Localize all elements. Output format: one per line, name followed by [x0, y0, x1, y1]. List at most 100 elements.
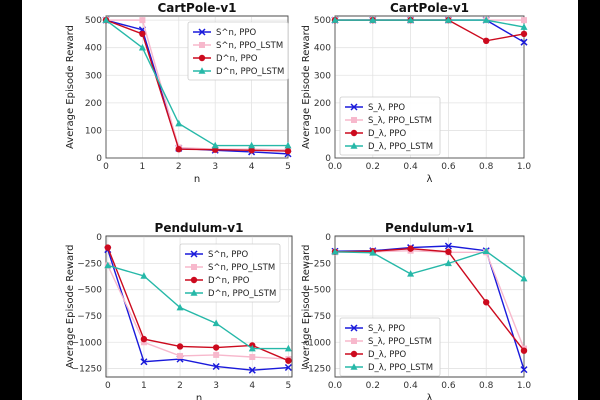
panel-1-ytick-0: 0 [96, 154, 102, 164]
panel-1-xtick-3: 3 [212, 162, 218, 172]
panel-4-ytick-5: −1250 [301, 365, 332, 375]
panel-4-xtick-3: 0.6 [441, 381, 456, 391]
panel-1-series-4-point-4 [211, 141, 219, 149]
panel-2-series-4-point-2 [369, 16, 377, 23]
panel-4-series-3-point-3 [407, 245, 414, 252]
panel-2-legend-label-3: D_λ, PPO [368, 129, 406, 139]
panel-3-legend-label-2: S^n, PPO_LSTM [208, 263, 275, 273]
panel-1-xtick-2: 2 [176, 162, 182, 172]
panel-2-xtick-0: 0.0 [328, 162, 343, 172]
panel-3-series-2-line [107, 265, 289, 360]
panel-3-xtick-3: 3 [213, 381, 219, 391]
panel-3-series-4-point-2 [140, 272, 148, 279]
panel-1-xtick-0: 0 [103, 162, 109, 172]
panel-4-legend-label-4: D_λ, PPO_LSTM [368, 363, 433, 373]
panel-3-legend-marker-3 [190, 276, 198, 284]
panel-4-xtick-2: 0.4 [403, 381, 418, 391]
panel-1-ylabel: Average Episode Reward [65, 25, 76, 149]
left-frame-bar [0, 0, 22, 400]
panel-4-series-3-point-5 [483, 299, 490, 306]
panel-2-series-1-point-6-b [520, 38, 528, 46]
panel-4-series-1-point-4 [444, 242, 452, 250]
panel-4: 0.0 0.2 0.4 0.6 0.8 1.0 0 −250 −500 −750 −1000 −125… [301, 221, 532, 400]
panel-1-series-4-point-5 [248, 141, 256, 149]
panel-2-series-4-point-3 [407, 16, 415, 23]
panel-4-legend-marker-2 [351, 338, 357, 344]
panel-1-legend-label-1: S^n, PPO [216, 28, 257, 38]
panel-3-series-1-point-4 [212, 362, 220, 371]
panel-3-series-1-point-2-b [140, 358, 148, 366]
panel-4-xtick-0: 0.0 [328, 381, 343, 391]
panel-4-legend-marker-1-b [350, 324, 358, 332]
panel-4-ylabel: Average Episode Reward [301, 245, 312, 369]
panel-1-title: CartPole-v1 [157, 1, 236, 15]
panel-3-ylabel: Average Episode Reward [65, 245, 76, 369]
panel-2-legend-marker-4 [350, 142, 358, 149]
panel-2-ytick-4: 400 [314, 44, 331, 54]
panel-3-legend-marker-1-b [190, 250, 198, 258]
panel-3-ytick-5: −1250 [72, 365, 103, 375]
panel-2-series-3-point-6 [520, 30, 528, 38]
panel-4-title: Pendulum-v1 [385, 221, 474, 235]
panel-3-series-2-point-4 [213, 351, 220, 358]
panel-2: 0.0 0.2 0.4 0.6 0.8 1.0 0 100 200 300 400 500 CartPo… [301, 1, 531, 185]
panel-1-series-3-point-3 [175, 145, 182, 153]
panel-3-series-4-point-1 [104, 261, 112, 269]
panel-3-legend-marker-4 [190, 289, 198, 296]
panel-3-ytick-2: −500 [77, 286, 102, 296]
panel-3-series-4-point-3 [176, 303, 184, 311]
panel-3-series-2-point-3 [177, 352, 184, 359]
panel-2-xtick-4: 0.8 [479, 162, 494, 172]
panel-4-series-1-point-6-b [520, 366, 528, 374]
panel-3-series-3-point-2 [140, 335, 148, 343]
panel-2-series-2-point-6 [521, 17, 527, 24]
panel-3-series-1-point-6-b [284, 363, 292, 372]
panel-4-series-3-point-4 [445, 248, 452, 255]
panel-3-legend-box [179, 243, 281, 303]
panel-2-xlabel: λ [427, 174, 433, 185]
panel-4-series-1-point-4-b [444, 242, 452, 250]
panel-1-series-3-point-2 [139, 30, 146, 38]
panel-2-ytick-2: 200 [314, 99, 331, 109]
panel-2-legend-marker-1 [350, 103, 358, 111]
panel-1-series-4-line [105, 19, 288, 147]
panel-1-xlabel: n [194, 174, 200, 185]
panel-2-title: CartPole-v1 [390, 1, 469, 15]
panel-1-frame [105, 15, 289, 159]
panel-1-legend-marker-1-b [198, 28, 206, 36]
panel-2-series-4-point-5 [482, 16, 490, 23]
panel-1-legend-label-3: D^n, PPO [216, 54, 258, 64]
panel-3-series-2-point-5 [249, 354, 256, 361]
panel-1-legend-marker-1 [198, 28, 206, 36]
panel-2-legend-marker-1-b [350, 103, 358, 111]
panel-4-legend-marker-4 [350, 363, 358, 370]
panel-1-series-3-point-5 [248, 147, 255, 154]
panel-3-series-1-point-2 [140, 358, 148, 366]
panel-4-series-4-point-4 [444, 259, 452, 267]
panel-2-ytick-0: 0 [325, 154, 331, 164]
panel-4-series-3-line [334, 247, 525, 352]
panel-3-xtick-2: 2 [177, 381, 183, 391]
panel-1-legend-label-2: S^n, PPO_LSTM [216, 41, 283, 51]
panel-4-ytick-0: 0 [325, 233, 331, 243]
panel-4-series-4-point-3 [407, 270, 415, 277]
panel-2-series-4-point-6 [520, 23, 528, 30]
panel-3-series-3-point-1 [104, 244, 112, 251]
panel-4-series-4-point-6 [520, 274, 528, 282]
panel-3-xtick-5: 5 [286, 381, 292, 391]
panel-3-legend-marker-2 [191, 264, 197, 270]
panel-1-series-4-point-6 [284, 141, 292, 149]
panel-2-legend-label-2: S_λ, PPO_LSTM [368, 116, 432, 126]
panel-4-series-4-point-2 [369, 249, 377, 256]
panel-1-series-4-point-2 [138, 43, 146, 51]
panel-3-xlabel: n [196, 393, 202, 400]
panel-3-ytick-1: −250 [77, 259, 102, 269]
panel-4-ytick-4: −1000 [301, 338, 332, 348]
panel-1-legend-marker-3 [198, 54, 206, 62]
panel-3-series-4-point-5 [248, 344, 256, 352]
panel-3-frame [105, 235, 293, 378]
panel-4-legend-marker-3 [350, 350, 358, 358]
panel-2-xtick-3: 0.6 [441, 162, 456, 172]
